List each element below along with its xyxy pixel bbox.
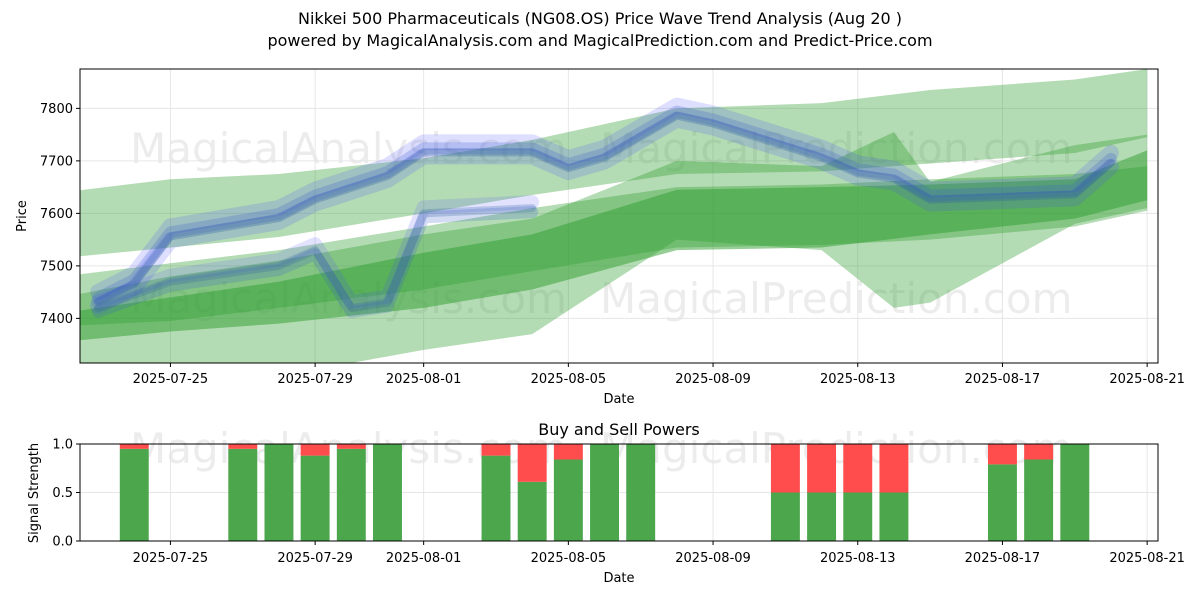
price-plot: 2025-07-25 2025-07-29 2025-08-01 2025-08-05…: [15, 68, 1185, 407]
signal-y-tick-label: 1.0: [52, 438, 73, 453]
buy-power-bar: [987, 464, 1017, 541]
signal-plot-title: Buy and Sell Powers: [538, 420, 700, 439]
price-y-ticks: 7400 7500 7600 7700 7800: [40, 102, 80, 327]
sell-power-bar: [517, 444, 547, 482]
price-x-tick-label: 2025-07-29: [277, 372, 353, 387]
signal-y-tick-label: 0.5: [52, 486, 73, 501]
green-wave-band: [80, 69, 1148, 257]
price-x-tick-label: 2025-07-25: [133, 372, 209, 387]
blue-secondary-line: [92, 206, 539, 318]
price-y-tick-label: 7500: [40, 259, 73, 274]
watermark-mid-right: MagicalPrediction.com: [600, 274, 1073, 323]
signal-x-tick-label: 2025-08-05: [531, 551, 607, 566]
blue-wave-line: [90, 97, 1119, 300]
price-y-tick-label: 7800: [40, 102, 73, 117]
blue-secondary-line: [94, 204, 537, 312]
signal-x-tick-label: 2025-07-25: [133, 551, 209, 566]
buy-power-bar: [300, 455, 330, 541]
buy-power-bar: [228, 448, 258, 541]
buy-power-bar: [517, 481, 547, 541]
price-x-ticks: 2025-07-25 2025-07-29 2025-08-01 2025-08-05…: [133, 363, 1185, 387]
sell-power-bar: [228, 444, 258, 449]
signal-x-tick-label: 2025-08-13: [820, 551, 896, 566]
price-x-tick-label: 2025-08-13: [820, 372, 896, 387]
watermark-top-right: MagicalPrediction.com: [600, 124, 1073, 173]
signal-bars: [119, 444, 1090, 541]
buy-power-bar: [626, 444, 656, 541]
price-x-tick-label: 2025-08-09: [675, 372, 751, 387]
price-plot-frame: [79, 68, 1159, 364]
signal-x-tick-label: 2025-08-21: [1109, 551, 1185, 566]
signal-x-tick-label: 2025-08-01: [386, 551, 462, 566]
blue-wave-line: [90, 111, 1119, 314]
blue-secondary-line: [91, 195, 540, 309]
chart-title-block: Nikkei 500 Pharmaceuticals (NG08.OS) Pri…: [0, 8, 1200, 52]
blue-wave-lines: [90, 97, 1119, 318]
signal-x-tick-label: 2025-08-17: [965, 551, 1041, 566]
price-x-tick-label: 2025-08-05: [531, 372, 607, 387]
buy-power-bar: [1024, 459, 1054, 541]
green-wave-bands: [80, 69, 1148, 363]
sell-power-bar: [300, 444, 330, 456]
signal-y-axis-label: Signal Strength: [27, 443, 42, 543]
buy-power-bar: [1060, 444, 1090, 541]
price-y-tick-label: 7700: [40, 154, 73, 169]
sell-power-bar: [119, 444, 149, 449]
sell-power-bar: [987, 444, 1017, 465]
sell-power-bar: [879, 444, 909, 493]
blue-wave-line: [92, 105, 1117, 304]
price-x-tick-label: 2025-08-17: [965, 372, 1041, 387]
buy-power-bar: [590, 444, 619, 541]
watermark-top-left: MagicalAnalysis.com: [130, 124, 567, 173]
chart-title: Nikkei 500 Pharmaceuticals (NG08.OS) Pri…: [297, 9, 902, 28]
sell-power-bar: [807, 444, 837, 493]
sell-power-bar: [336, 444, 366, 449]
buy-power-bar: [879, 492, 909, 541]
buy-power-bar: [336, 448, 366, 541]
price-x-axis-label: Date: [603, 392, 634, 407]
buy-power-bar: [264, 444, 294, 541]
signal-y-tick-label: 0.0: [52, 535, 73, 550]
buy-power-bar: [843, 492, 873, 541]
price-x-tick-label: 2025-08-21: [1109, 372, 1185, 387]
signal-plot: Buy and Sell Powers 2025-07-25 2025-07-29…: [27, 420, 1185, 586]
chart-subtitle: powered by MagicalAnalysis.com and Magic…: [267, 31, 933, 50]
buy-power-bar: [807, 492, 837, 541]
green-wave-band: [80, 132, 1148, 363]
buy-power-bar: [373, 444, 402, 541]
price-x-tick-label: 2025-08-01: [386, 372, 462, 387]
sell-power-bar: [1024, 444, 1054, 460]
blue-wave-line: [94, 111, 1115, 306]
signal-x-tick-label: 2025-08-09: [675, 551, 751, 566]
price-y-tick-label: 7600: [40, 207, 73, 222]
price-y-axis-label: Price: [15, 200, 30, 232]
green-wave-band: [80, 150, 1148, 341]
sell-power-bar: [481, 444, 511, 456]
buy-power-bar: [770, 492, 800, 541]
sell-power-bar: [843, 444, 873, 493]
sell-power-bar: [770, 444, 800, 493]
buy-power-bar: [553, 459, 583, 541]
buy-power-bar: [481, 455, 511, 541]
signal-x-axis-label: Date: [603, 571, 634, 586]
price-y-tick-label: 7400: [40, 312, 73, 327]
sell-power-bar: [553, 444, 583, 460]
signal-y-ticks: 0.0 0.5 1.0: [52, 438, 80, 550]
signal-x-ticks: 2025-07-25 2025-07-29 2025-08-01 2025-08-05…: [133, 541, 1185, 566]
signal-x-tick-label: 2025-07-29: [277, 551, 353, 566]
buy-power-bar: [119, 448, 149, 541]
